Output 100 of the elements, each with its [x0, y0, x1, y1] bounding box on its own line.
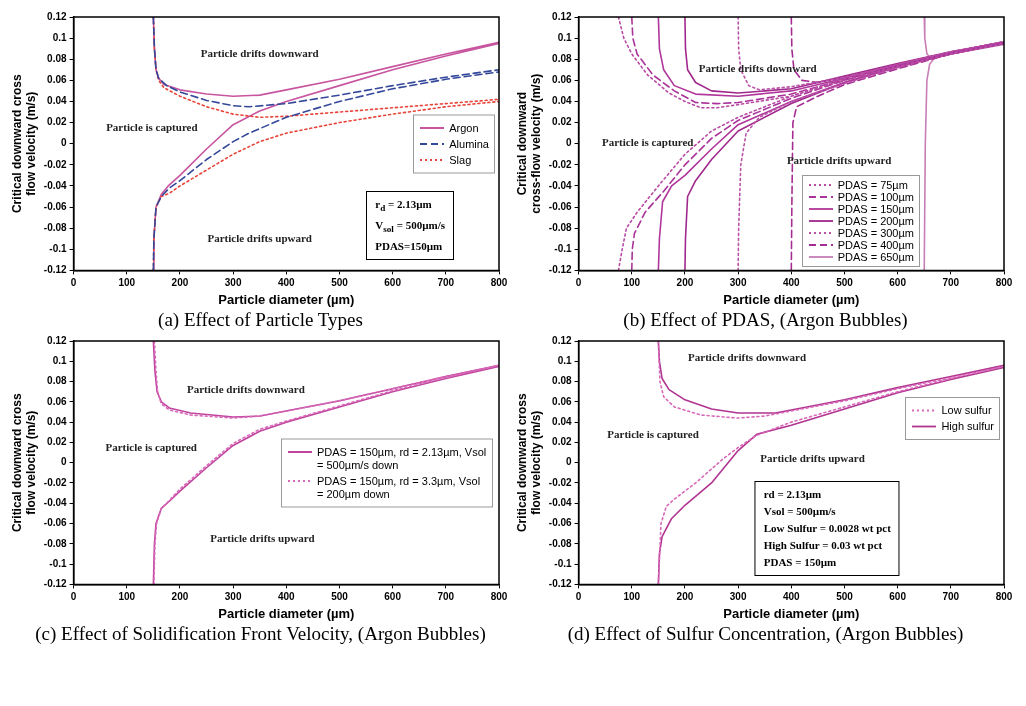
annotation: V$_{sol}$ = 500µm/s: [375, 218, 445, 237]
x-tick-label: 200: [676, 591, 694, 603]
annotation: Particle drifts downward: [200, 46, 319, 59]
x-tick-label: 400: [782, 277, 801, 289]
y-tick-label: 0.12: [47, 10, 68, 22]
y-tick-label: -0.1: [49, 243, 68, 255]
y-tick-label: -0.06: [43, 517, 68, 529]
y-tick-label: 0.06: [552, 395, 573, 407]
x-tick-label: 400: [277, 591, 296, 603]
y-tick-label: -0.04: [43, 497, 68, 509]
x-tick-label: 300: [224, 591, 242, 603]
y-tick-label: 0.12: [552, 10, 573, 22]
x-tick-label: 400: [277, 277, 296, 289]
legend-label: PDAS = 100µm: [837, 191, 914, 204]
annotation: Vsol = 500µm/s: [763, 504, 837, 520]
legend-label: Argon: [449, 121, 479, 135]
x-tick-label: 600: [384, 591, 402, 603]
y-tick-label: 0.06: [47, 74, 68, 86]
y-tick-label: 0: [566, 456, 573, 468]
x-tick-label: 500: [836, 591, 854, 603]
x-tick-label: 600: [889, 277, 907, 289]
annotation: High Sulfur = 0.03 wt pct: [763, 538, 884, 554]
y-tick-label: 0.04: [552, 95, 573, 107]
text: (d) Effect of Sulfur Concentration, (Argon Bubbles): [566, 622, 965, 646]
y-tick-label: -0.06: [43, 200, 68, 212]
y-tick-label: 0: [61, 137, 68, 149]
annotation: Particle drifts downward: [688, 351, 807, 364]
x-tick-label: 800: [490, 591, 508, 603]
y-tick-label: -0.06: [548, 200, 573, 212]
annotation: PDAS=150µm: [375, 239, 444, 255]
annotation: Particle drifts upward: [760, 451, 865, 464]
y-tick-label: -0.1: [49, 557, 68, 569]
x-tick-label: 500: [331, 277, 349, 289]
legend-label: PDAS = 650µm: [837, 251, 914, 264]
y-tick-label: 0: [566, 137, 573, 149]
y-tick-label: 0.04: [47, 95, 68, 107]
x-axis-title: Particle diameter (µm): [218, 291, 355, 307]
legend-label: Slag: [449, 153, 472, 167]
y-tick-label: -0.08: [548, 537, 573, 549]
y-tick-label: 0.02: [47, 116, 68, 128]
x-axis-title: Particle diameter (µm): [723, 605, 860, 621]
y-axis-title: Critical downward cross-flow velocity (m/s): [514, 73, 543, 214]
text: (b) Effect of PDAS, (Argon Bubbles): [622, 308, 909, 332]
legend-label: PDAS = 400µm: [837, 239, 914, 252]
y-tick-label: -0.1: [554, 557, 573, 569]
y-tick-label: -0.12: [43, 264, 68, 276]
y-tick-label: -0.04: [548, 497, 573, 509]
y-tick-label: 0.08: [47, 375, 68, 387]
y-tick-label: -0.02: [43, 476, 68, 488]
annotation: rd = 2.13µm: [763, 487, 823, 503]
x-tick-label: 0: [70, 277, 77, 289]
x-tick-label: 800: [995, 591, 1013, 603]
legend-label: High sulfur: [941, 420, 994, 433]
y-tick-label: -0.12: [548, 264, 573, 276]
legend-label: PDAS = 150µm: [837, 203, 914, 216]
x-tick-label: 0: [575, 591, 582, 603]
y-axis-title: Critical downward cross flow velocity (m/s): [514, 393, 543, 533]
y-tick-label: 0.06: [47, 395, 68, 407]
x-axis-title: Particle diameter (µm): [723, 291, 860, 307]
x-tick-label: 100: [118, 277, 136, 289]
y-axis-title: Critical downward cross flow velocity (m/s): [9, 74, 38, 214]
x-tick-label: 800: [490, 277, 508, 289]
legend-label: Alumina: [449, 137, 489, 151]
x-tick-label: 0: [575, 277, 582, 289]
annotation: Particle drifts downward: [698, 61, 817, 74]
y-tick-label: -0.02: [43, 158, 68, 170]
y-tick-label: 0.02: [552, 116, 573, 128]
x-tick-label: 600: [889, 591, 907, 603]
y-tick-label: 0.04: [47, 415, 68, 427]
annotation: Low Sulfur = 0.0028 wt pct: [763, 521, 891, 537]
x-tick-label: 100: [623, 277, 641, 289]
annotation: Particle drifts downward: [186, 382, 305, 395]
legend-label: Low sulfur: [941, 404, 992, 417]
y-axis-title: Critical downward cross flow velocity (m/s): [9, 393, 38, 533]
y-tick-label: 0.08: [552, 52, 573, 64]
y-tick-label: 0.1: [557, 31, 573, 43]
annotation: Particle is captured: [601, 135, 694, 148]
y-tick-label: 0.12: [552, 334, 573, 346]
legend-label: PDAS = 300µm: [837, 227, 914, 240]
y-tick-label: -0.04: [43, 179, 68, 191]
x-tick-label: 300: [729, 591, 747, 603]
annotation: Particle drifts upward: [786, 153, 892, 166]
annotation: Particle is captured: [607, 428, 699, 441]
x-tick-label: 600: [384, 277, 402, 289]
y-tick-label: -0.02: [548, 476, 573, 488]
x-tick-label: 300: [224, 277, 242, 289]
annotation: r$_{d}$ = 2.13µm: [375, 197, 433, 216]
y-tick-label: -0.08: [548, 221, 573, 233]
y-tick-label: -0.1: [554, 243, 573, 255]
y-tick-label: 0.08: [47, 52, 68, 64]
y-tick-label: 0.1: [52, 31, 68, 43]
y-tick-label: -0.12: [548, 578, 573, 590]
y-tick-label: -0.04: [548, 179, 573, 191]
y-tick-label: -0.02: [548, 158, 573, 170]
y-tick-label: -0.06: [548, 517, 573, 529]
x-tick-label: 100: [118, 591, 136, 603]
x-tick-label: 100: [623, 591, 641, 603]
annotation: Particle drifts upward: [210, 531, 315, 544]
x-tick-label: 300: [729, 277, 747, 289]
x-tick-label: 400: [782, 591, 801, 603]
